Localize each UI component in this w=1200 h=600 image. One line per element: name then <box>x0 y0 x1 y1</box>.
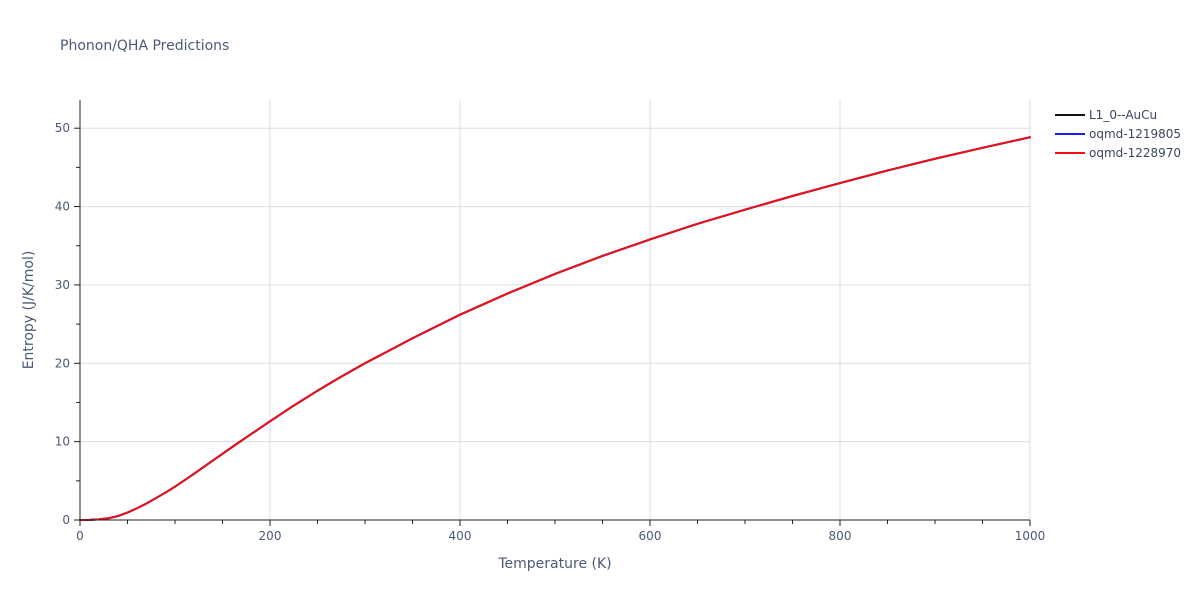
series-layer <box>79 136 1031 521</box>
x-axis-label: Temperature (K) <box>497 556 611 572</box>
y-tick-label: 10 <box>55 435 70 449</box>
x-tick-label: 200 <box>259 529 282 543</box>
legend-label: L1_0--AuCu <box>1089 108 1157 122</box>
legend: L1_0--AuCu oqmd-1219805 oqmd-1228970 <box>1055 108 1181 160</box>
y-axis-label: Entropy (J/K/mol) <box>21 251 37 370</box>
y-tick-label: 30 <box>55 278 70 292</box>
axis-layer: 0 200 400 600 800 1000 0 10 20 30 40 50 <box>55 100 1046 543</box>
x-tick-label: 800 <box>829 529 852 543</box>
x-tick-label: 600 <box>639 529 662 543</box>
x-tick-label: 400 <box>449 529 472 543</box>
y-tick-label: 20 <box>55 356 70 370</box>
grid-layer <box>80 100 1031 520</box>
y-tick-label: 50 <box>55 121 70 135</box>
series-line-3 <box>79 136 1031 521</box>
x-tick-label: 1000 <box>1015 529 1046 543</box>
series-line-1 <box>79 136 1031 521</box>
x-tick-label: 0 <box>76 529 84 543</box>
series-line-2 <box>79 136 1031 521</box>
legend-label: oqmd-1219805 <box>1089 127 1181 141</box>
y-tick-label: 0 <box>62 513 70 527</box>
y-tick-label: 40 <box>55 200 70 214</box>
legend-label: oqmd-1228970 <box>1089 146 1181 160</box>
chart-title: Phonon/QHA Predictions <box>60 38 229 54</box>
